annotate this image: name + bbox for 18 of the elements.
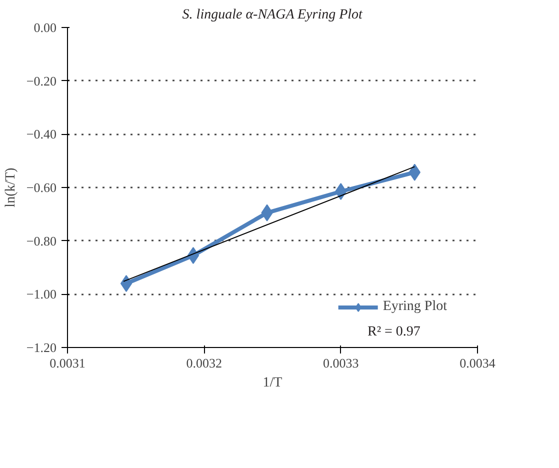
x-axis-title: 1/T bbox=[262, 376, 283, 390]
x-tick-label: 0.0032 bbox=[186, 356, 222, 370]
y-tick-label: −0.80 bbox=[26, 233, 57, 248]
annotation: R² = 0.97 bbox=[368, 324, 420, 340]
y-tick-label: −0.40 bbox=[26, 126, 57, 142]
legend-label: Eyring Plot bbox=[382, 299, 447, 315]
y-tick-label: 0.00 bbox=[34, 20, 56, 35]
chart-title: S. linguale α-NAGA Eyring Plot bbox=[182, 8, 364, 22]
y-axis-title: ln(k/T) bbox=[3, 167, 18, 208]
point bbox=[120, 275, 132, 292]
x-tick-label: 0.0034 bbox=[460, 356, 496, 370]
point bbox=[335, 183, 347, 200]
y-tick-label: −1.20 bbox=[26, 340, 57, 355]
y-tick-label: −1.00 bbox=[26, 286, 57, 302]
y-tick-label: −0.20 bbox=[26, 73, 57, 88]
x-tick-label: 0.0031 bbox=[50, 356, 86, 370]
y-tick-label: −0.60 bbox=[26, 180, 57, 195]
x-tick-label: 0.0033 bbox=[322, 356, 359, 370]
